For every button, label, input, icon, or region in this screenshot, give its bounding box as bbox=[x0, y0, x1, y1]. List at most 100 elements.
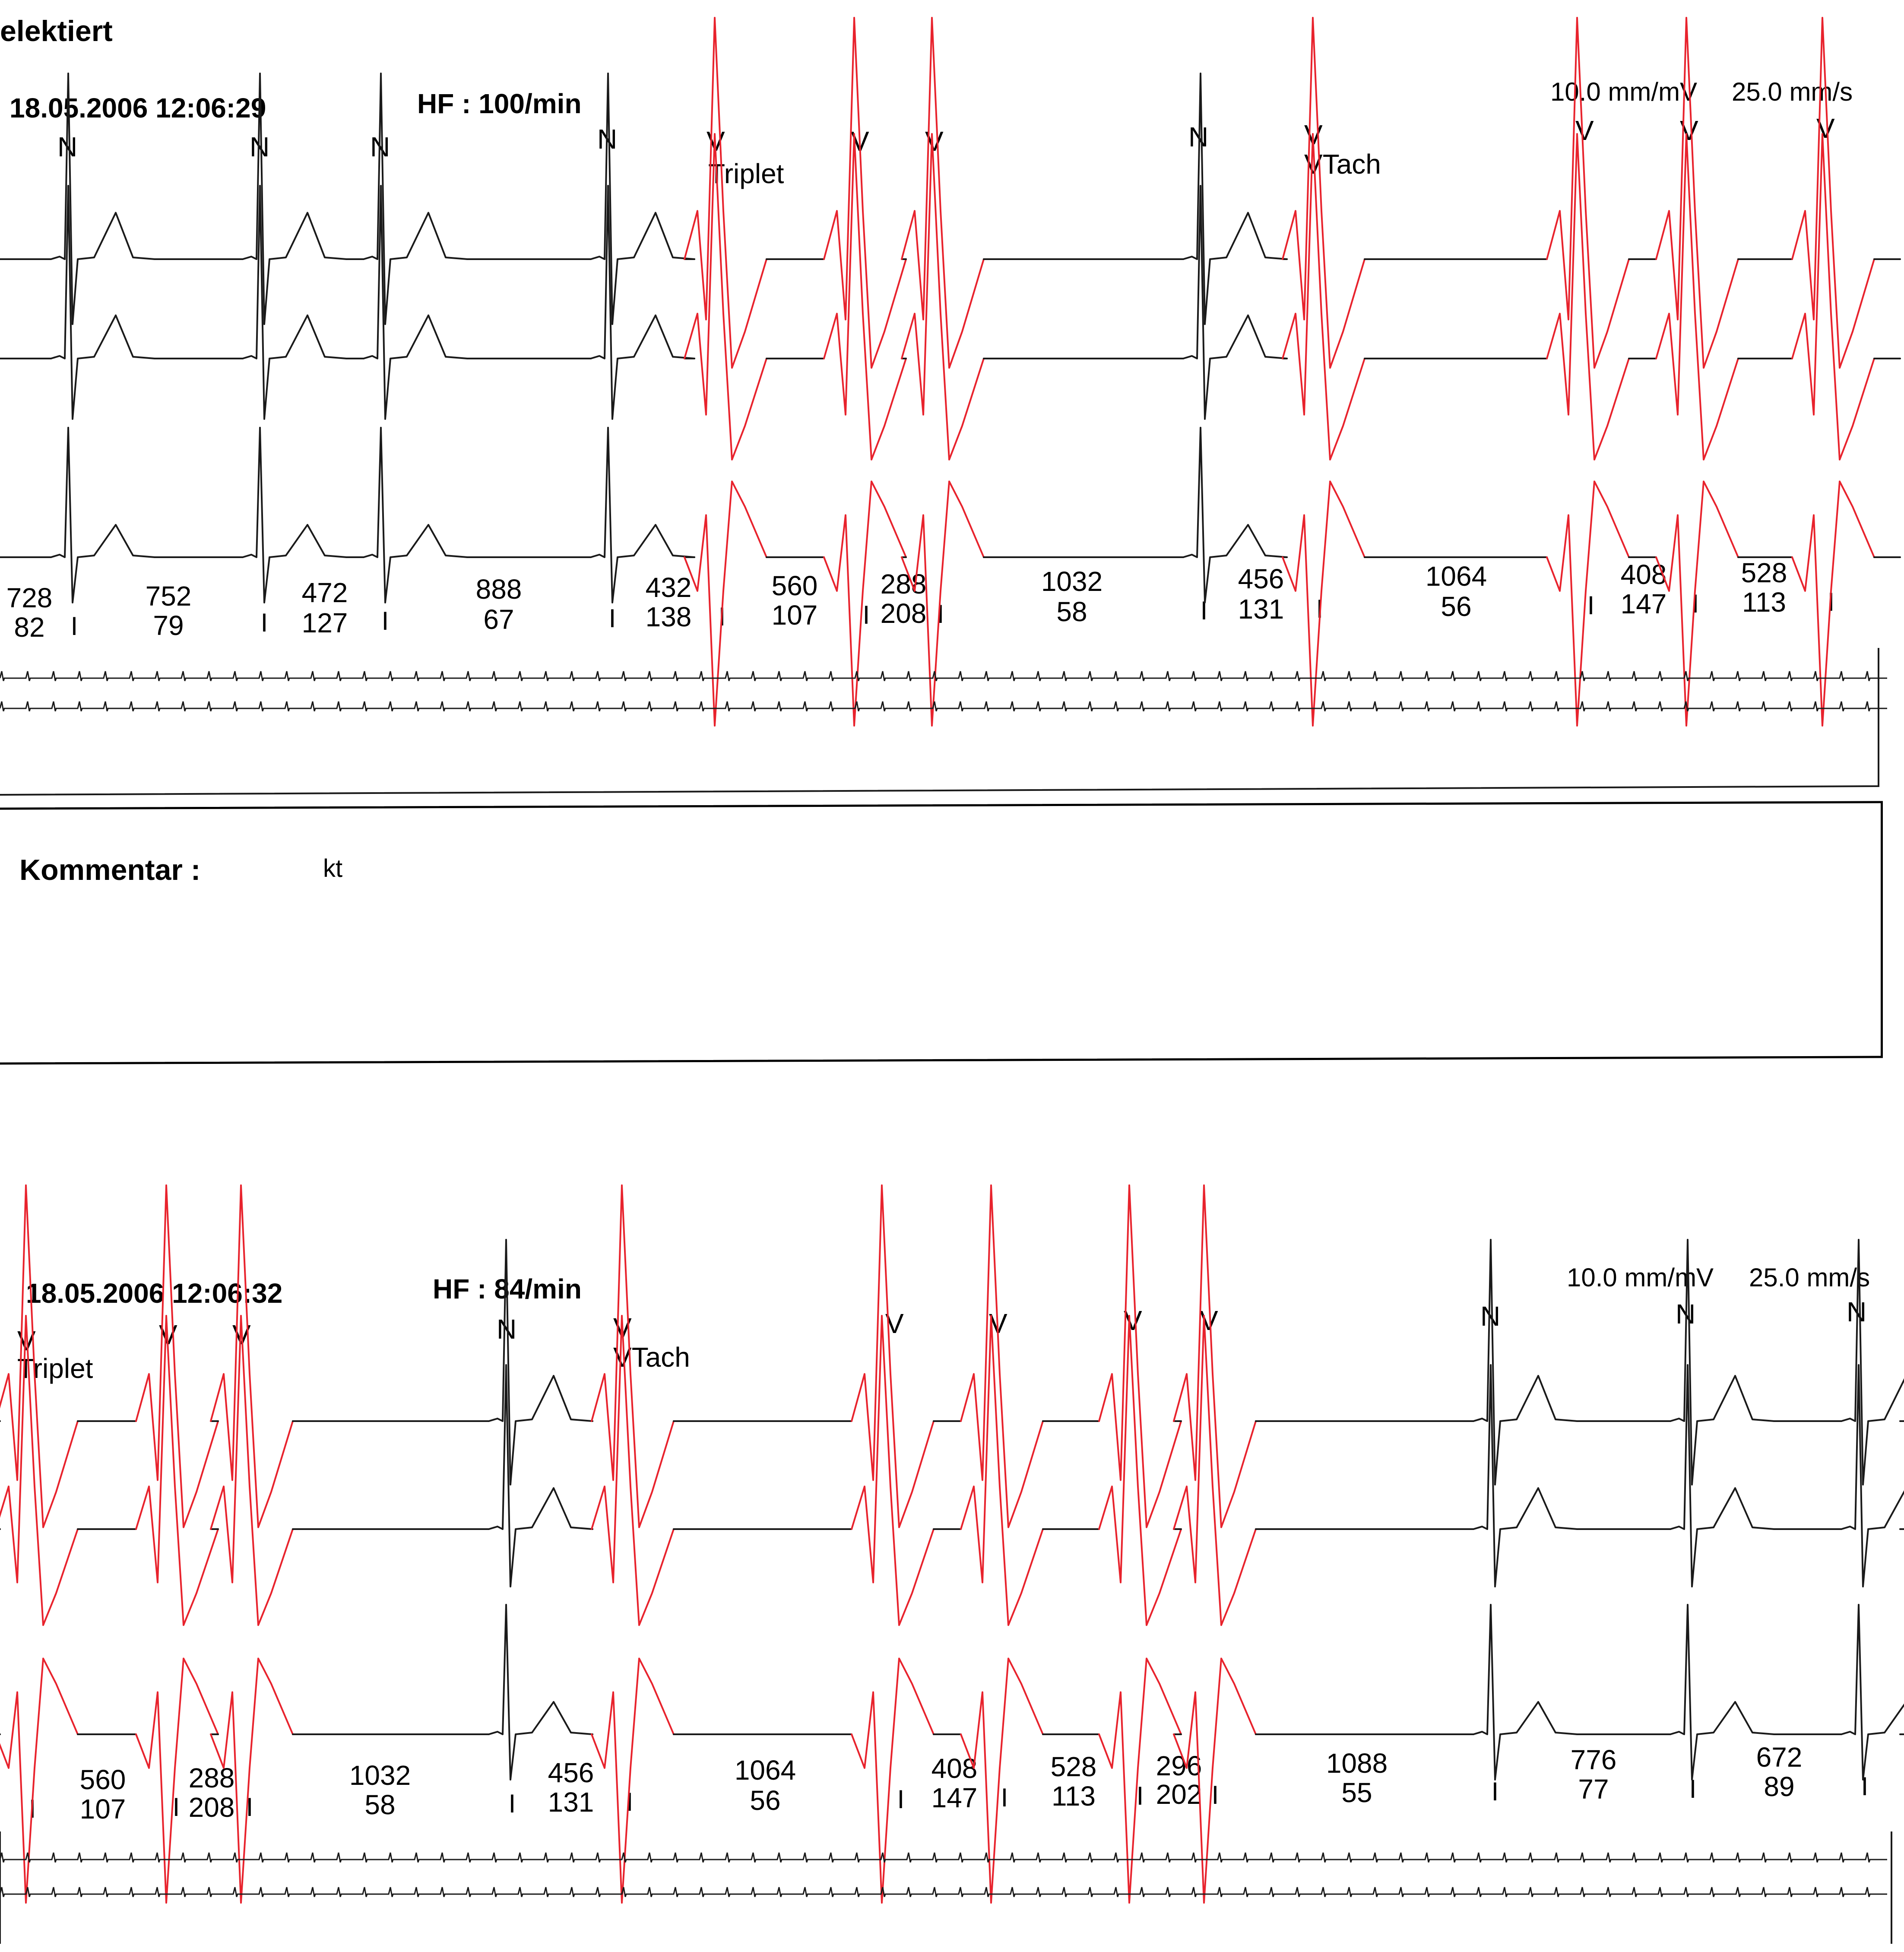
strip1-hr-value: 138 bbox=[645, 601, 692, 632]
strip2-lead3-beat bbox=[1173, 1657, 1257, 1904]
strip2-lead3-beat bbox=[135, 1657, 219, 1904]
strip1-lead2-beat bbox=[242, 185, 347, 420]
strip2-paper-speed: 25.0 mm/s bbox=[1749, 1263, 1870, 1292]
strip1-rr-value: 472 bbox=[301, 577, 348, 608]
strip2-lead1-beat bbox=[488, 1239, 593, 1485]
strip1-beat-tick: I bbox=[70, 612, 78, 641]
strip1-hr-value: 56 bbox=[1441, 591, 1472, 622]
strip1-lead2-beat bbox=[1182, 185, 1288, 420]
strip1-hr-value: 208 bbox=[880, 598, 927, 629]
strip1-lead3-beat bbox=[901, 480, 985, 727]
strip1-hr-value: 127 bbox=[301, 607, 348, 638]
strip1-lead2-beat bbox=[1791, 133, 1875, 460]
strip1-frame bbox=[0, 648, 1879, 796]
strip1-lead3-beat bbox=[1791, 480, 1875, 727]
strip2-lead2-beat bbox=[1670, 1364, 1775, 1587]
strip1-lead3-beat bbox=[1546, 480, 1630, 727]
strip1-overview-lead1 bbox=[0, 671, 1887, 681]
strip2-lead1-beat bbox=[135, 1184, 219, 1528]
strip1-heart-rate: HF : 100/min bbox=[417, 88, 582, 119]
strip2-lead1-beat bbox=[210, 1184, 294, 1528]
strip1-beat-tick: I bbox=[1200, 596, 1208, 625]
strip1-hr-value: 79 bbox=[153, 610, 184, 641]
strip1-lead1-beat bbox=[823, 17, 907, 369]
strip2-rr-value: 560 bbox=[79, 1764, 126, 1795]
strip2-lead2-beat bbox=[591, 1315, 675, 1626]
strip1-lead3-beat bbox=[823, 480, 907, 727]
strip1-beat-tick: I bbox=[260, 608, 268, 637]
strip1-lead3-beat bbox=[363, 427, 468, 603]
strip2-lead1-beat bbox=[1670, 1239, 1775, 1485]
strip2-lead1-beat bbox=[960, 1184, 1044, 1528]
strip2-beat-tick: I bbox=[1491, 1777, 1499, 1806]
strip2-lead2-beat bbox=[135, 1315, 219, 1626]
strip1-lead2-beat bbox=[590, 185, 695, 420]
strip2-rr-value: 1064 bbox=[734, 1755, 796, 1786]
strip1-overview-lead2 bbox=[0, 701, 1887, 711]
strip2-beat-label: N bbox=[1480, 1301, 1501, 1332]
strip2-beat-tick: I bbox=[1001, 1783, 1008, 1812]
strip2-beat-note: VTach bbox=[613, 1342, 690, 1373]
strip2-overview-lead2 bbox=[0, 1887, 1887, 1897]
strip1-lead3-beat bbox=[1182, 427, 1288, 603]
strip2-lead1-beat bbox=[1173, 1184, 1257, 1528]
strip2-lead3-beat bbox=[960, 1657, 1044, 1904]
strip2-lead3-beat bbox=[1841, 1604, 1904, 1781]
report-title-fragment: elektiert bbox=[0, 15, 113, 48]
strip1-lead2-beat bbox=[1655, 133, 1739, 460]
strip2-lead3-beat bbox=[1473, 1604, 1578, 1781]
strip1-lead1-beat bbox=[1546, 17, 1630, 369]
strip1-lead2-beat bbox=[363, 185, 468, 420]
strip2-rr-value: 288 bbox=[188, 1762, 235, 1793]
strip1-lead3-beat bbox=[684, 480, 767, 727]
strip2-hr-value: 55 bbox=[1341, 1777, 1372, 1808]
strip1-rr-value: 432 bbox=[645, 572, 692, 603]
strip2-hr-value: 208 bbox=[188, 1792, 235, 1823]
strip2-lead3-beat bbox=[1670, 1604, 1775, 1781]
strip1-lead2-beat bbox=[684, 133, 767, 460]
strip1-lead2-beat bbox=[901, 133, 985, 460]
strip1-hr-value: 113 bbox=[1742, 587, 1787, 618]
strip1-hr-value: 82 bbox=[14, 612, 45, 643]
strip1-rr-value: 752 bbox=[145, 581, 192, 612]
strip2-lead3-beat bbox=[488, 1604, 593, 1781]
strip2-hr-value: 58 bbox=[364, 1789, 396, 1820]
strip2-lead1-beat bbox=[1841, 1239, 1904, 1485]
strip2-hr-value: 107 bbox=[79, 1793, 126, 1825]
strip1-lead1-beat bbox=[242, 73, 347, 325]
strip1-rr-value: 528 bbox=[1741, 557, 1787, 588]
strip2-rr-value: 456 bbox=[548, 1757, 594, 1788]
strip2-beat-label: N bbox=[497, 1314, 517, 1345]
strip2-rr-value: 1032 bbox=[349, 1760, 411, 1791]
strip2-lead3-beat bbox=[1098, 1657, 1182, 1904]
strip1-beat-label: V bbox=[1575, 115, 1594, 146]
strip2-hr-value: 202 bbox=[1156, 1779, 1202, 1810]
strip2-hr-value: 113 bbox=[1051, 1781, 1096, 1812]
strip2-rr-value: 528 bbox=[1050, 1751, 1097, 1782]
strip1-lead3-beat bbox=[242, 427, 347, 603]
strip2-lead2-beat bbox=[960, 1315, 1044, 1626]
strip2-lead2-beat bbox=[1473, 1364, 1578, 1587]
strip1-rr-value: 456 bbox=[1238, 563, 1284, 594]
strip1-lead2-beat bbox=[1282, 133, 1365, 460]
strip1-lead1-beat bbox=[50, 73, 155, 325]
strip2-lead3-beat bbox=[591, 1657, 675, 1904]
strip1-beat-tick: I bbox=[381, 606, 389, 635]
strip2-hr-value: 56 bbox=[750, 1785, 781, 1816]
strip1-lead1-beat bbox=[684, 17, 767, 369]
strip1-lead3-beat bbox=[50, 427, 155, 603]
comment-text: kt bbox=[323, 854, 343, 882]
strip2-beat-tick: I bbox=[508, 1789, 516, 1818]
strip1-lead3-beat bbox=[1282, 480, 1365, 727]
strip2-timestamp: 18.05.2006 12:06:32 bbox=[26, 1278, 283, 1309]
strip2-beat-tick: I bbox=[897, 1785, 905, 1814]
strip2-lead2-beat bbox=[1173, 1315, 1257, 1626]
strip2-beat-label: V bbox=[1124, 1305, 1142, 1336]
comment-label: Kommentar : bbox=[19, 854, 201, 886]
strip2-beat-tick: I bbox=[1211, 1781, 1219, 1809]
strip1-hr-value: 131 bbox=[1238, 594, 1284, 625]
strip2-hr-value: 77 bbox=[1578, 1774, 1609, 1805]
strip1-lead2-beat bbox=[823, 133, 907, 460]
strip1-lead1-beat bbox=[901, 17, 985, 369]
